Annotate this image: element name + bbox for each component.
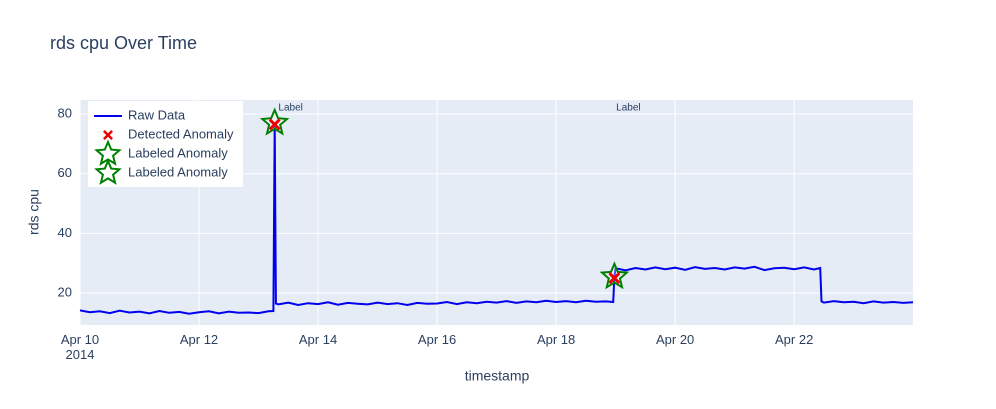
x-tick-label: Apr 12 [179, 332, 219, 347]
x-axis-title: timestamp [465, 368, 530, 384]
legend: Raw Data Detected Anomaly Labeled Anomaly L… [88, 101, 243, 187]
x-tick-label: Apr 22 [775, 332, 814, 347]
x-tick-label: Apr 20 [655, 332, 695, 347]
x-tick-label: Apr 16 [417, 332, 457, 347]
annotation: Label [616, 103, 640, 114]
labeled-marker [259, 107, 290, 136]
legend-symbol [94, 158, 122, 185]
y-tick-label: 60 [58, 165, 72, 180]
x-tick-label: Apr 10 2014 [60, 332, 100, 362]
data-line [79, 122, 914, 315]
legend-label: Labeled Anomaly [128, 164, 228, 179]
y-axis-title: rds cpu [26, 189, 42, 235]
y-tick-label: 40 [58, 225, 72, 240]
annotation: Label [278, 103, 302, 114]
chart-title: rds cpu Over Time [50, 33, 197, 53]
legend-label: Raw Data [128, 107, 186, 122]
labeled-marker [599, 261, 630, 290]
anomaly-marker [608, 272, 621, 285]
legend-label: Labeled Anomaly [128, 145, 228, 160]
legend-symbol [103, 130, 113, 140]
x-tick-label: Apr 18 [536, 332, 576, 347]
anomaly-marker [268, 118, 281, 131]
legend-label: Detected Anomaly [128, 126, 234, 141]
x-tick-label: Apr 14 [298, 332, 338, 347]
y-tick-label: 80 [58, 105, 72, 120]
y-tick-label: 20 [58, 285, 72, 300]
